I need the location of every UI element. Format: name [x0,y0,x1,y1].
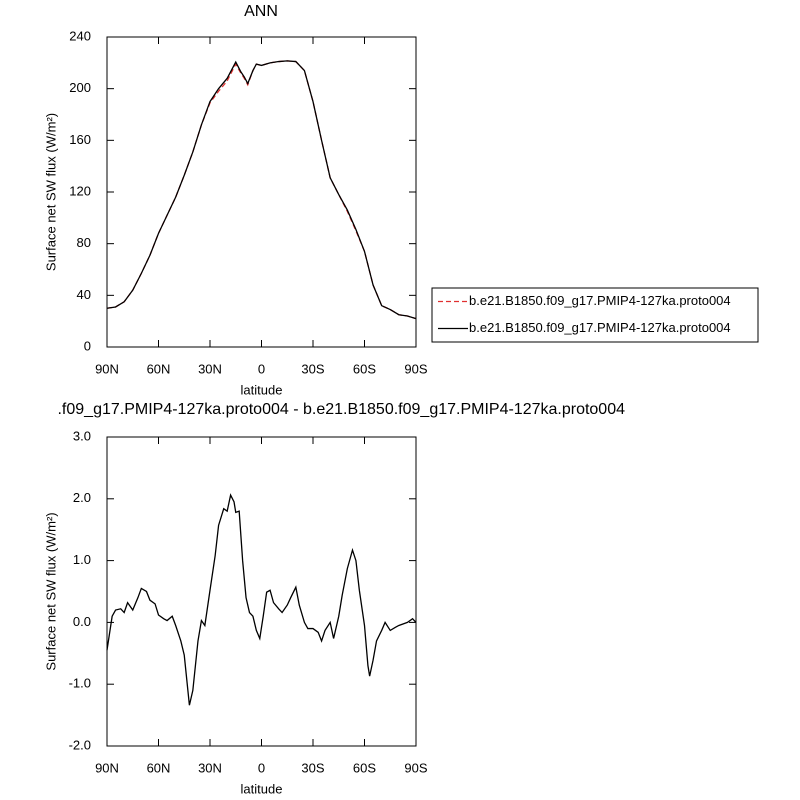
y-tick-label: 120 [69,183,91,198]
y-tick-label: 0 [84,338,91,353]
x-axis-label: latitude [241,781,283,796]
y-tick-label: -1.0 [69,676,91,691]
data-line [106,60,417,320]
x-tick-label: 90N [95,361,119,376]
y-axis-label: Surface net SW flux (W/m²) [43,113,58,271]
y-tick-label: 80 [77,235,91,250]
x-tick-label: 90N [95,760,119,775]
x-tick-label: 30N [198,361,222,376]
x-tick-label: 60S [353,361,376,376]
x-tick-label: 30S [301,760,324,775]
legend-label: b.e21.B1850.f09_g17.PMIP4-127ka.proto004 [469,293,731,308]
legend-label: b.e21.B1850.f09_g17.PMIP4-127ka.proto004 [469,320,731,335]
x-tick-label: 0 [258,760,265,775]
chart-title: .f09_g17.PMIP4-127ka.proto004 - b.e21.B1… [57,401,625,418]
y-tick-label: 0.0 [73,614,91,629]
legend-box [431,287,759,343]
y-tick-label: 200 [69,80,91,95]
data-line [106,60,417,320]
x-tick-label: 60S [353,760,376,775]
y-tick-label: 40 [77,287,91,302]
plot-frame [106,436,417,747]
y-tick-label: 2.0 [73,490,91,505]
x-tick-label: 90S [404,361,427,376]
y-tick-label: 3.0 [73,428,91,443]
y-axis-label: Surface net SW flux (W/m²) [43,512,58,670]
y-tick-label: 240 [69,28,91,43]
x-tick-label: 60N [147,760,171,775]
plot-frame [106,36,417,348]
x-axis-label: latitude [241,382,283,397]
x-tick-label: 90S [404,760,427,775]
chart-title: ANN [244,3,278,20]
x-tick-label: 60N [147,361,171,376]
x-tick-label: 30N [198,760,222,775]
data-line [106,493,417,706]
x-tick-label: 30S [301,361,324,376]
y-tick-label: 160 [69,132,91,147]
x-tick-label: 0 [258,361,265,376]
y-tick-label: -2.0 [69,737,91,752]
y-tick-label: 1.0 [73,552,91,567]
